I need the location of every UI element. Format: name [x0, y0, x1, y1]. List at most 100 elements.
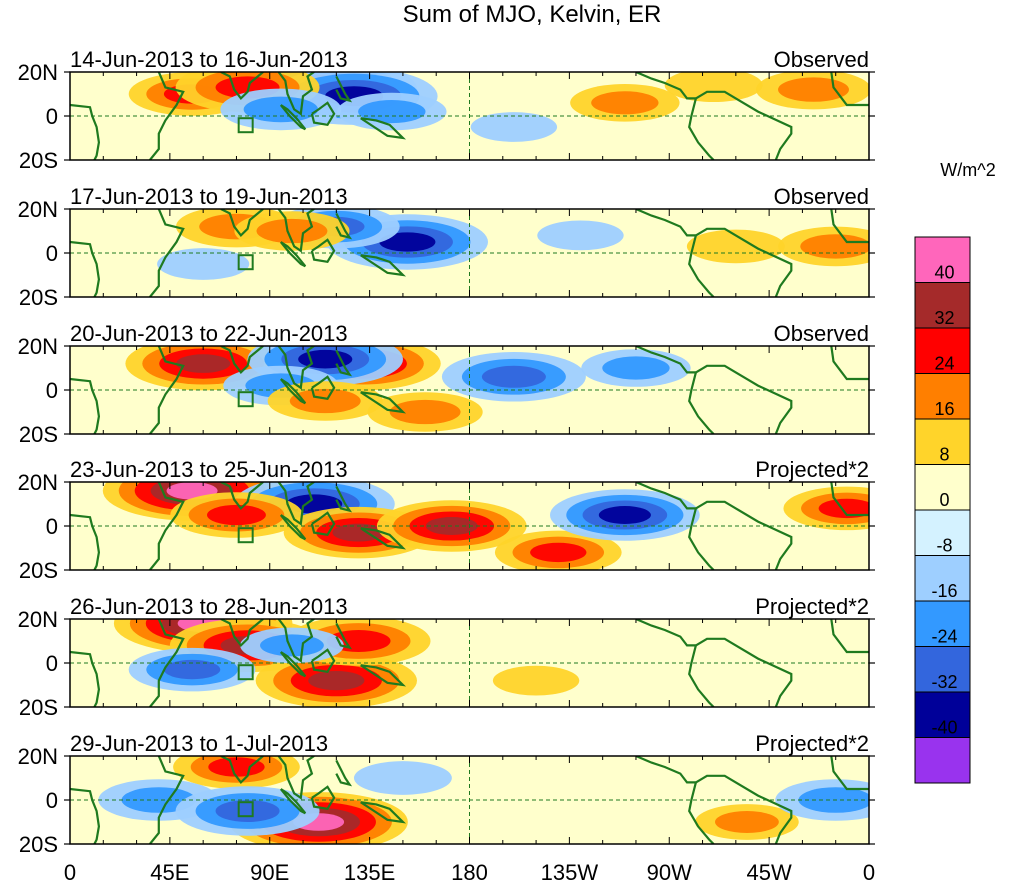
anomaly-contour [215, 800, 280, 822]
anomaly-field [70, 756, 869, 844]
coastline [310, 648, 336, 674]
coastline [695, 90, 793, 160]
coastline [688, 508, 715, 570]
coastline [220, 619, 264, 648]
anomaly-contour [163, 659, 221, 680]
coastline [310, 511, 336, 537]
panel-date-range: 23-Jun-2013 to 25-Jun-2013 [70, 457, 348, 482]
colorbar-swatch [914, 600, 971, 647]
x-tick-label: 45E [150, 860, 189, 885]
coastline [149, 72, 185, 160]
coastline [360, 117, 407, 140]
y-tick-label: 0 [46, 241, 58, 266]
colorbar-swatch [914, 555, 971, 602]
y-tick-label: 20N [18, 744, 58, 769]
island-marker [237, 801, 254, 818]
coastline [310, 785, 336, 811]
anomaly-contour [243, 96, 319, 123]
panel-label: Projected*2 [755, 594, 869, 619]
coastline [149, 619, 185, 707]
coastline [335, 485, 353, 513]
panel-3: 20N 0 20S 20-Jun-2013 to 22-Jun-2013 Observe… [18, 321, 875, 447]
anomaly-contour [289, 388, 361, 414]
panel-4: 20N 0 20S 23-Jun-2013 to 25-Jun-2013 Project… [18, 457, 875, 583]
colorbar-level-label: 16 [934, 399, 954, 419]
coastline [277, 756, 315, 800]
panel-1: 20N 0 20S 14-Jun-2013 to 16-Jun-2013 Observe… [18, 47, 875, 173]
colorbar-swatch [914, 509, 971, 556]
anomaly-contour [470, 112, 558, 142]
colorbar-level-label: 40 [934, 263, 954, 283]
anomaly-contour [598, 506, 651, 524]
anomaly-contour [332, 523, 385, 542]
panel-label: Projected*2 [755, 731, 869, 756]
y-tick-label: 0 [46, 104, 58, 129]
x-axis: 0 45E 90E 135E 180 135W 90W 45W 0 [64, 860, 875, 885]
anomaly-field [70, 72, 869, 160]
colorbar-level-label: 8 [939, 445, 949, 465]
coastline [149, 209, 185, 297]
colorbar-swatch [914, 282, 971, 329]
coastline [220, 72, 264, 101]
coastline [220, 346, 264, 375]
colorbar-level-label: -8 [936, 536, 952, 556]
panel-date-range: 26-Jun-2013 to 28-Jun-2013 [70, 594, 348, 619]
anomaly-field [70, 346, 869, 434]
coastline [830, 619, 869, 654]
coastline [277, 482, 315, 526]
colorbar-level-label: -16 [931, 581, 957, 601]
coastline [360, 527, 407, 550]
coastline [830, 346, 869, 381]
y-tick-label: 20N [18, 334, 58, 359]
chart-title: Sum of MJO, Kelvin, ER [403, 1, 662, 28]
panel-label: Observed [774, 321, 869, 346]
anomaly-contour [818, 498, 869, 519]
colorbar-swatch [914, 373, 971, 420]
anomaly-contour [591, 91, 659, 115]
y-tick-label: 20S [19, 558, 58, 583]
colorbar-swatch [914, 691, 971, 738]
colorbar-swatch [914, 646, 971, 693]
island-marker [237, 391, 254, 408]
anomaly-contour [537, 220, 624, 251]
coastline [310, 101, 336, 127]
colorbar-swatch [914, 737, 971, 784]
colorbar-level-label: -24 [931, 627, 957, 647]
anomaly-contour [686, 229, 785, 264]
y-tick-label: 20S [19, 422, 58, 447]
y-tick-label: 0 [46, 651, 58, 676]
y-tick-label: 0 [46, 514, 58, 539]
coastline [695, 364, 793, 434]
coastline [360, 801, 407, 824]
island-marker [237, 254, 254, 271]
coastline [149, 482, 185, 570]
panel-2: 20N 0 20S 17-Jun-2013 to 19-Jun-2013 Observe… [18, 184, 875, 310]
y-tick-label: 20S [19, 285, 58, 310]
coastline [695, 227, 793, 297]
coastline [310, 238, 336, 264]
island-marker [237, 527, 254, 544]
anomaly-contour [530, 542, 587, 563]
coastline [335, 349, 353, 377]
coastline [70, 650, 101, 707]
x-tick-label: 135W [541, 860, 599, 885]
colorbar: 40 32 24 16 8 0 -8 -16 -24 -32 -40 [914, 236, 971, 784]
anomaly-contour [308, 670, 365, 691]
coastline [830, 209, 869, 244]
anomaly-contour [379, 232, 436, 252]
coastline [360, 254, 407, 277]
x-tick-label: 90W [647, 860, 692, 885]
anomaly-contour [800, 234, 869, 259]
anomaly-contour [358, 100, 426, 124]
panel-date-range: 20-Jun-2013 to 22-Jun-2013 [70, 321, 348, 346]
coastline [70, 103, 101, 160]
panel-label: Projected*2 [755, 457, 869, 482]
coastline [70, 513, 101, 570]
coastline [70, 377, 101, 434]
coastline [70, 787, 101, 844]
coastline [335, 75, 353, 103]
coastline [220, 209, 264, 238]
coastline [688, 645, 715, 707]
y-tick-label: 20N [18, 607, 58, 632]
